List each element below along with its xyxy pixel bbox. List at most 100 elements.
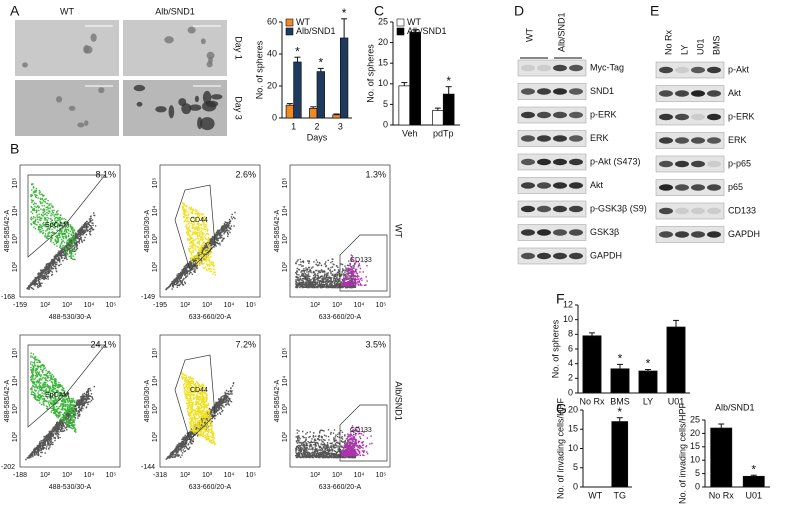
blot-label: SND1 <box>590 86 614 96</box>
event-dots <box>25 385 96 461</box>
blot-band <box>707 160 721 168</box>
significance: * <box>617 405 622 419</box>
y-tick-label: 10² <box>152 261 159 272</box>
blot-band <box>691 113 705 121</box>
y-tick-label: 10⁵ <box>282 348 289 359</box>
x-tick-label: 10⁴ <box>224 302 235 309</box>
x-tick-label: 10² <box>40 472 51 479</box>
y-axis-label: No. of invading cells/HPF <box>555 397 565 499</box>
cell-blob <box>84 120 89 126</box>
x-tick-label: 10² <box>310 302 321 309</box>
gated-dots <box>340 425 373 457</box>
y-axis-label: 488-585/42-A <box>4 379 11 422</box>
blot-strip <box>517 106 587 124</box>
event-dots <box>295 429 357 459</box>
blot-band <box>675 90 689 97</box>
blot-band <box>537 182 551 189</box>
y-tick-label: 10 <box>378 78 388 88</box>
x-tick-label: 3 <box>338 121 343 131</box>
x-axis-label: 488-530/30-A <box>49 314 92 321</box>
x-tick-label: U01 <box>745 490 762 500</box>
x-tick-label: 10² <box>180 472 191 479</box>
y-tick-label: 10² <box>282 261 289 272</box>
x-tick-label: 10³ <box>332 302 343 309</box>
blot-band <box>537 88 551 95</box>
column-label: WT <box>60 6 74 16</box>
blot-label: p-ERK <box>590 109 617 119</box>
chart-title: Alb/SND1 <box>715 402 755 412</box>
legend-label: WT <box>296 17 310 27</box>
event-dots <box>26 212 97 290</box>
blot-band <box>691 207 705 215</box>
blot-band <box>659 113 673 121</box>
blot-band <box>675 231 689 238</box>
cell-blob <box>68 105 76 111</box>
lane-label: No Rx <box>663 29 673 55</box>
blot-band <box>553 88 567 95</box>
gate-percent: 3.5% <box>365 339 386 349</box>
y-min-label: -202 <box>1 464 15 471</box>
panel-letter: G <box>556 401 567 417</box>
x-tick-label: 10⁴ <box>354 472 365 479</box>
blot-label: p-GSK3β (S9) <box>590 203 647 213</box>
bar <box>332 114 341 119</box>
bar <box>309 108 318 119</box>
cell-blob <box>77 122 85 128</box>
blot-strip <box>517 200 587 218</box>
y-tick-label: 25 <box>690 414 700 424</box>
significance: * <box>295 44 300 58</box>
cell-blob <box>206 51 215 60</box>
x-tick-label: U01 <box>668 396 685 406</box>
blot-label: Myc-Tag <box>590 62 624 72</box>
cell-blob <box>136 101 143 107</box>
blot-label: Akt <box>590 180 604 190</box>
y-tick-label: 60 <box>267 16 277 26</box>
x-axis-label: Days <box>307 132 328 142</box>
y-axis-label: 488-530/30-A <box>144 379 151 422</box>
blot-band <box>707 113 721 121</box>
bar <box>293 61 302 119</box>
x-tick-label: 10⁵ <box>246 302 257 309</box>
cell-blob <box>84 45 93 54</box>
blot-band <box>675 113 689 121</box>
y-tick-label: 15 <box>690 441 700 451</box>
x-tick-label: pdTp <box>433 128 454 138</box>
x-tick-label: 10³ <box>62 472 73 479</box>
cell-blob <box>202 90 212 104</box>
legend-label: WT <box>407 17 421 27</box>
y-tick-label: 10² <box>12 431 19 442</box>
y-tick-label: 0 <box>272 112 277 122</box>
cell-blob <box>98 87 105 94</box>
y-tick-label: 25 <box>378 16 388 26</box>
x-tick-label: BMS <box>610 396 630 406</box>
y-tick-label: 15 <box>378 58 388 68</box>
cell-blob <box>189 104 202 111</box>
y-min-label: -149 <box>141 294 155 301</box>
blot-band <box>659 184 673 191</box>
y-tick-label: 5 <box>383 99 388 109</box>
bar <box>339 37 349 119</box>
micrograph <box>15 20 119 76</box>
blot-band <box>691 90 705 97</box>
x-tick-label: WT <box>588 490 602 500</box>
blot-band <box>659 231 673 238</box>
blot-band <box>569 135 583 142</box>
blot-band <box>707 66 721 74</box>
blot-band <box>569 205 583 213</box>
blot-band <box>659 66 673 74</box>
x-axis-label: 633-660/20-A <box>189 484 232 491</box>
blot-band <box>675 137 689 144</box>
bar <box>610 368 630 394</box>
blot-band <box>537 64 551 72</box>
blot-band <box>707 90 721 97</box>
blot-band <box>537 205 551 213</box>
x-tick-label: 10⁵ <box>106 472 117 479</box>
x-tick-label: 10² <box>310 472 321 479</box>
significance: * <box>318 56 323 70</box>
cell-blob <box>155 106 167 113</box>
blot-label: p-ERK <box>728 111 755 121</box>
legend-label: Alb/SND1 <box>407 26 447 36</box>
y-tick-label: 10³ <box>12 233 19 244</box>
y-tick-label: 10³ <box>152 233 159 244</box>
